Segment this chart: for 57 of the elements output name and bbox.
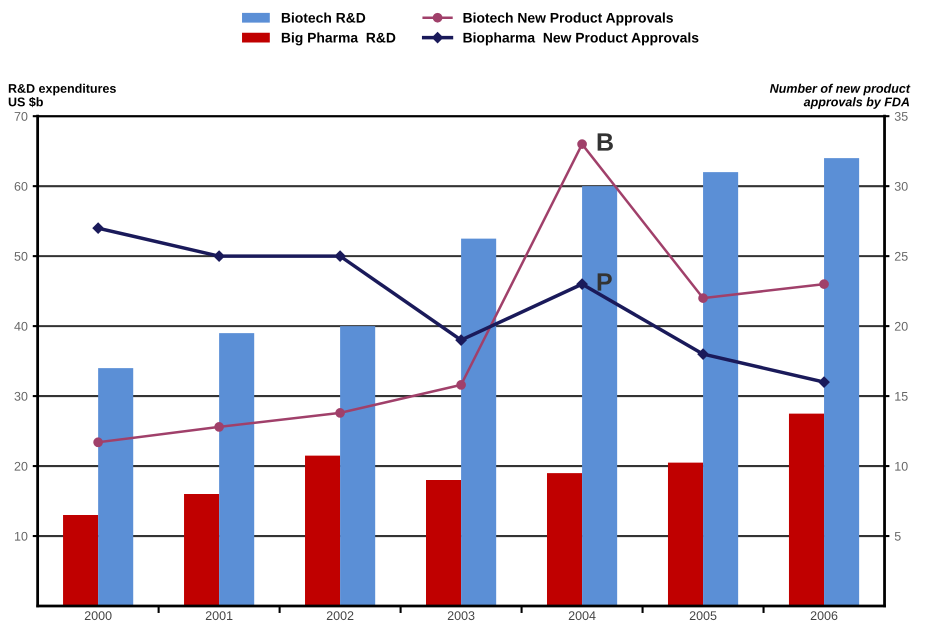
x-tick-label: 2002 — [326, 611, 354, 620]
y2-tick-label: 25 — [894, 252, 908, 261]
bar — [788, 414, 824, 606]
y-axis-title: R&D expenditures US $b — [8, 84, 116, 108]
point — [335, 408, 345, 418]
x-tick-label: 2003 — [448, 611, 474, 620]
bar — [63, 515, 98, 606]
x-tick-label: 2005 — [690, 611, 716, 620]
legend-label: Biopharma New Product Approvals — [464, 32, 698, 46]
y2-tick-label: 30 — [894, 182, 908, 191]
y2-tick-label: 5 — [894, 532, 901, 541]
y2-tick-label: 35 — [894, 112, 908, 121]
legend-label: Big Pharma R&D — [282, 32, 396, 46]
bar — [426, 480, 462, 606]
y2-tick-label: 15 — [895, 392, 908, 401]
legend-label: Biotech R&D — [282, 12, 366, 23]
bar — [668, 462, 704, 606]
point — [818, 376, 830, 388]
point — [334, 250, 346, 262]
y-tick-label: 50 — [14, 252, 28, 261]
bar — [340, 326, 376, 606]
legend-label: Biotech New Product Approvals — [464, 12, 673, 26]
y-tick-label: 40 — [14, 322, 28, 331]
annotation: P — [598, 273, 612, 291]
point — [697, 348, 709, 360]
point — [577, 139, 587, 150]
x-tick-label: 2001 — [206, 611, 232, 620]
x-tick-label: 2000 — [84, 611, 112, 620]
point — [455, 334, 467, 346]
y2-axis-title: Number of new product approvals by FDA — [770, 84, 910, 109]
bar — [546, 473, 582, 606]
bar — [98, 368, 134, 606]
y-tick-label: 60 — [14, 182, 28, 191]
bar — [461, 238, 496, 606]
bar — [582, 186, 618, 606]
y2-tick-label: 10 — [895, 462, 908, 471]
point — [456, 380, 466, 390]
y-tick-label: 30 — [14, 392, 28, 401]
point — [214, 250, 225, 262]
point — [214, 422, 224, 432]
bar — [824, 158, 860, 606]
point — [819, 279, 829, 289]
annotation: B — [598, 133, 613, 151]
bar — [219, 333, 254, 606]
point — [93, 437, 103, 448]
point — [698, 293, 708, 303]
point — [576, 278, 588, 290]
y2-tick-label: 20 — [894, 322, 908, 331]
x-tick-label: 2004 — [568, 611, 596, 620]
bar — [184, 494, 220, 606]
y-tick-label: 20 — [14, 462, 28, 471]
x-tick-label: 2006 — [810, 611, 838, 620]
y-tick-label: 70 — [14, 112, 28, 121]
point — [92, 222, 104, 234]
bar — [305, 456, 340, 606]
y-tick-label: 10 — [14, 532, 28, 541]
bar — [703, 172, 738, 606]
